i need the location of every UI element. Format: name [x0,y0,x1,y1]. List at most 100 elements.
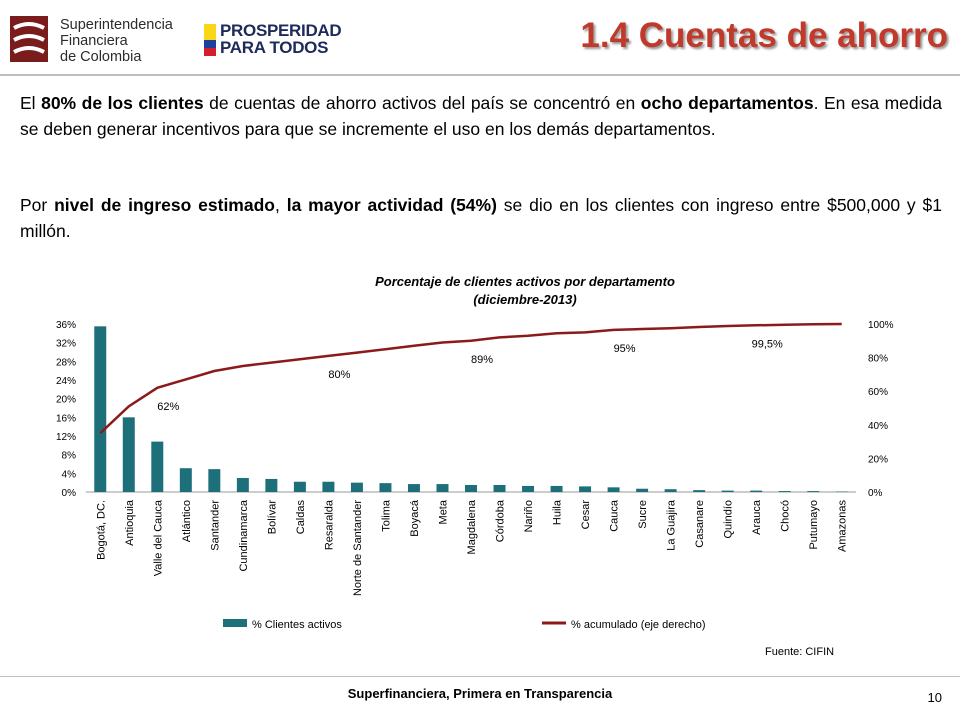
slogan-line: PROSPERIDAD [220,21,342,40]
bar [693,490,706,492]
org-name: Superintendencia Financiera de Colombia [60,17,173,65]
bar [636,488,649,492]
footer-divider [0,676,960,677]
left-axis-tick-label: 8% [62,451,77,462]
x-axis-category-label: Arauca [751,499,763,535]
left-axis-tick-label: 16% [56,413,76,424]
slogan-line: PARA TODOS [220,38,329,57]
cumulative-line [99,322,842,435]
right-axis-tick-label: 60% [868,387,888,398]
chart-title: Porcentaje de clientes activos por depar… [375,274,675,289]
x-axis-category-label: Atlántico [181,500,193,542]
bar [807,491,820,492]
bar [236,478,249,492]
left-axis-tick-label: 20% [56,395,76,406]
x-axis-category-label: Boyacá [409,499,421,537]
text: Por [20,195,55,215]
text: El [20,93,42,113]
left-axis-tick-label: 4% [62,469,77,480]
clients-by-department-chart: Porcentaje de clientes activos por depar… [56,274,894,631]
x-axis-category-label: Resaralda [323,499,335,550]
left-axis-tick-label: 36% [56,320,76,331]
right-axis-tick-label: 20% [868,454,888,465]
bar [579,486,592,492]
x-axis-category-label: Cauca [609,499,621,532]
bar [835,491,848,493]
colombia-flag-icon [204,24,216,56]
left-axis-tick-label: 24% [56,376,76,387]
x-axis-category-label: Cesar [580,500,592,530]
text-bold: ocho departamentos [640,93,814,113]
bar [151,441,164,492]
left-axis-tick-label: 32% [56,339,76,350]
bar [407,484,420,492]
legend: % Clientes activos % acumulado (eje derec… [223,619,706,631]
x-axis-category-label: Antioquia [124,499,136,546]
text: , [274,195,287,215]
bar [208,469,221,492]
bar [607,487,620,492]
cumulative-annotation: 99,5% [752,338,783,350]
text-bold: la mayor actividad (54%) [286,195,497,215]
right-axis-tick-label: 100% [868,320,894,331]
org-name-line: de Colombia [60,49,142,65]
source-note: Fuente: CIFIN [765,646,835,658]
x-axis-category-label: Meta [437,499,449,524]
x-axis-category-label: Caldas [295,500,307,535]
bar [493,485,506,492]
x-axis-category-label: Valle del Cauca [152,499,164,576]
x-axis-category-label: Casanare [694,500,706,548]
bar [721,490,734,492]
text: se dio en los clientes con ingreso entre… [20,195,942,241]
page-title: 1.4 Cuentas de ahorro [580,16,948,55]
cumulative-annotation: 62% [157,401,179,413]
x-axis-category-label: Norte de Santander [352,500,364,596]
bar [265,478,278,492]
cumulative-annotation: 89% [471,354,493,366]
bar [550,485,563,492]
left-axis-tick-label: 12% [56,432,76,443]
bar [522,485,535,492]
bar [122,417,135,492]
org-name-line: Financiera [60,33,128,49]
superfinanciera-emblem-icon [10,16,48,62]
bar [322,481,335,492]
text: . En esa medida se deben generar incenti… [20,93,942,139]
x-axis-category-label: Cundinamarca [238,499,250,571]
paragraph-income: Por nivel de ingreso estimado, la mayor … [20,192,942,244]
bar [778,491,791,492]
text: de cuentas de ahorro activos del país se… [203,93,641,113]
right-axis-tick-label: 40% [868,421,888,432]
bar [350,482,363,492]
x-axis-category-label: Tolima [380,499,392,532]
left-axis-tick-label: 0% [62,488,77,499]
right-axis-tick-label: 80% [868,354,888,365]
x-axis-category-label: Bogotá, DC. [95,500,107,560]
cumulative-annotation: 80% [328,369,350,381]
prosperidad-logo: PROSPERIDAD PARA TODOS [204,22,354,60]
text-bold: 80% de los clientes [41,93,204,113]
left-axis-tick-label: 28% [56,357,76,368]
bar [293,481,306,492]
legend-line-label: % acumulado (eje derecho) [571,619,706,631]
bar [94,326,107,492]
x-axis-category-label: La Guajira [666,499,678,551]
x-axis-category-label: Santander [209,500,221,551]
bar [465,485,477,492]
superfinanciera-logo: Superintendencia Financiera de Colombia [8,14,180,66]
page-number: 10 [927,690,942,705]
x-axis-category-label: Nariño [523,500,535,532]
bar [379,483,392,492]
right-axis-tick-label: 0% [868,488,883,499]
bar [664,489,677,492]
x-axis-category-label: Magdalena [466,499,478,554]
cumulative-annotation: 95% [614,343,636,355]
footer-tagline: Superfinanciera, Primera en Transparenci… [347,686,613,701]
x-axis-category-label: Chocó [780,500,792,532]
legend-bar-swatch [223,619,247,627]
bar [436,484,449,492]
x-axis-category-label: Sucre [637,500,649,529]
header-divider [0,74,960,76]
chart-subtitle: (diciembre-2013) [473,292,576,307]
x-axis-category-label: Quindío [723,500,735,539]
